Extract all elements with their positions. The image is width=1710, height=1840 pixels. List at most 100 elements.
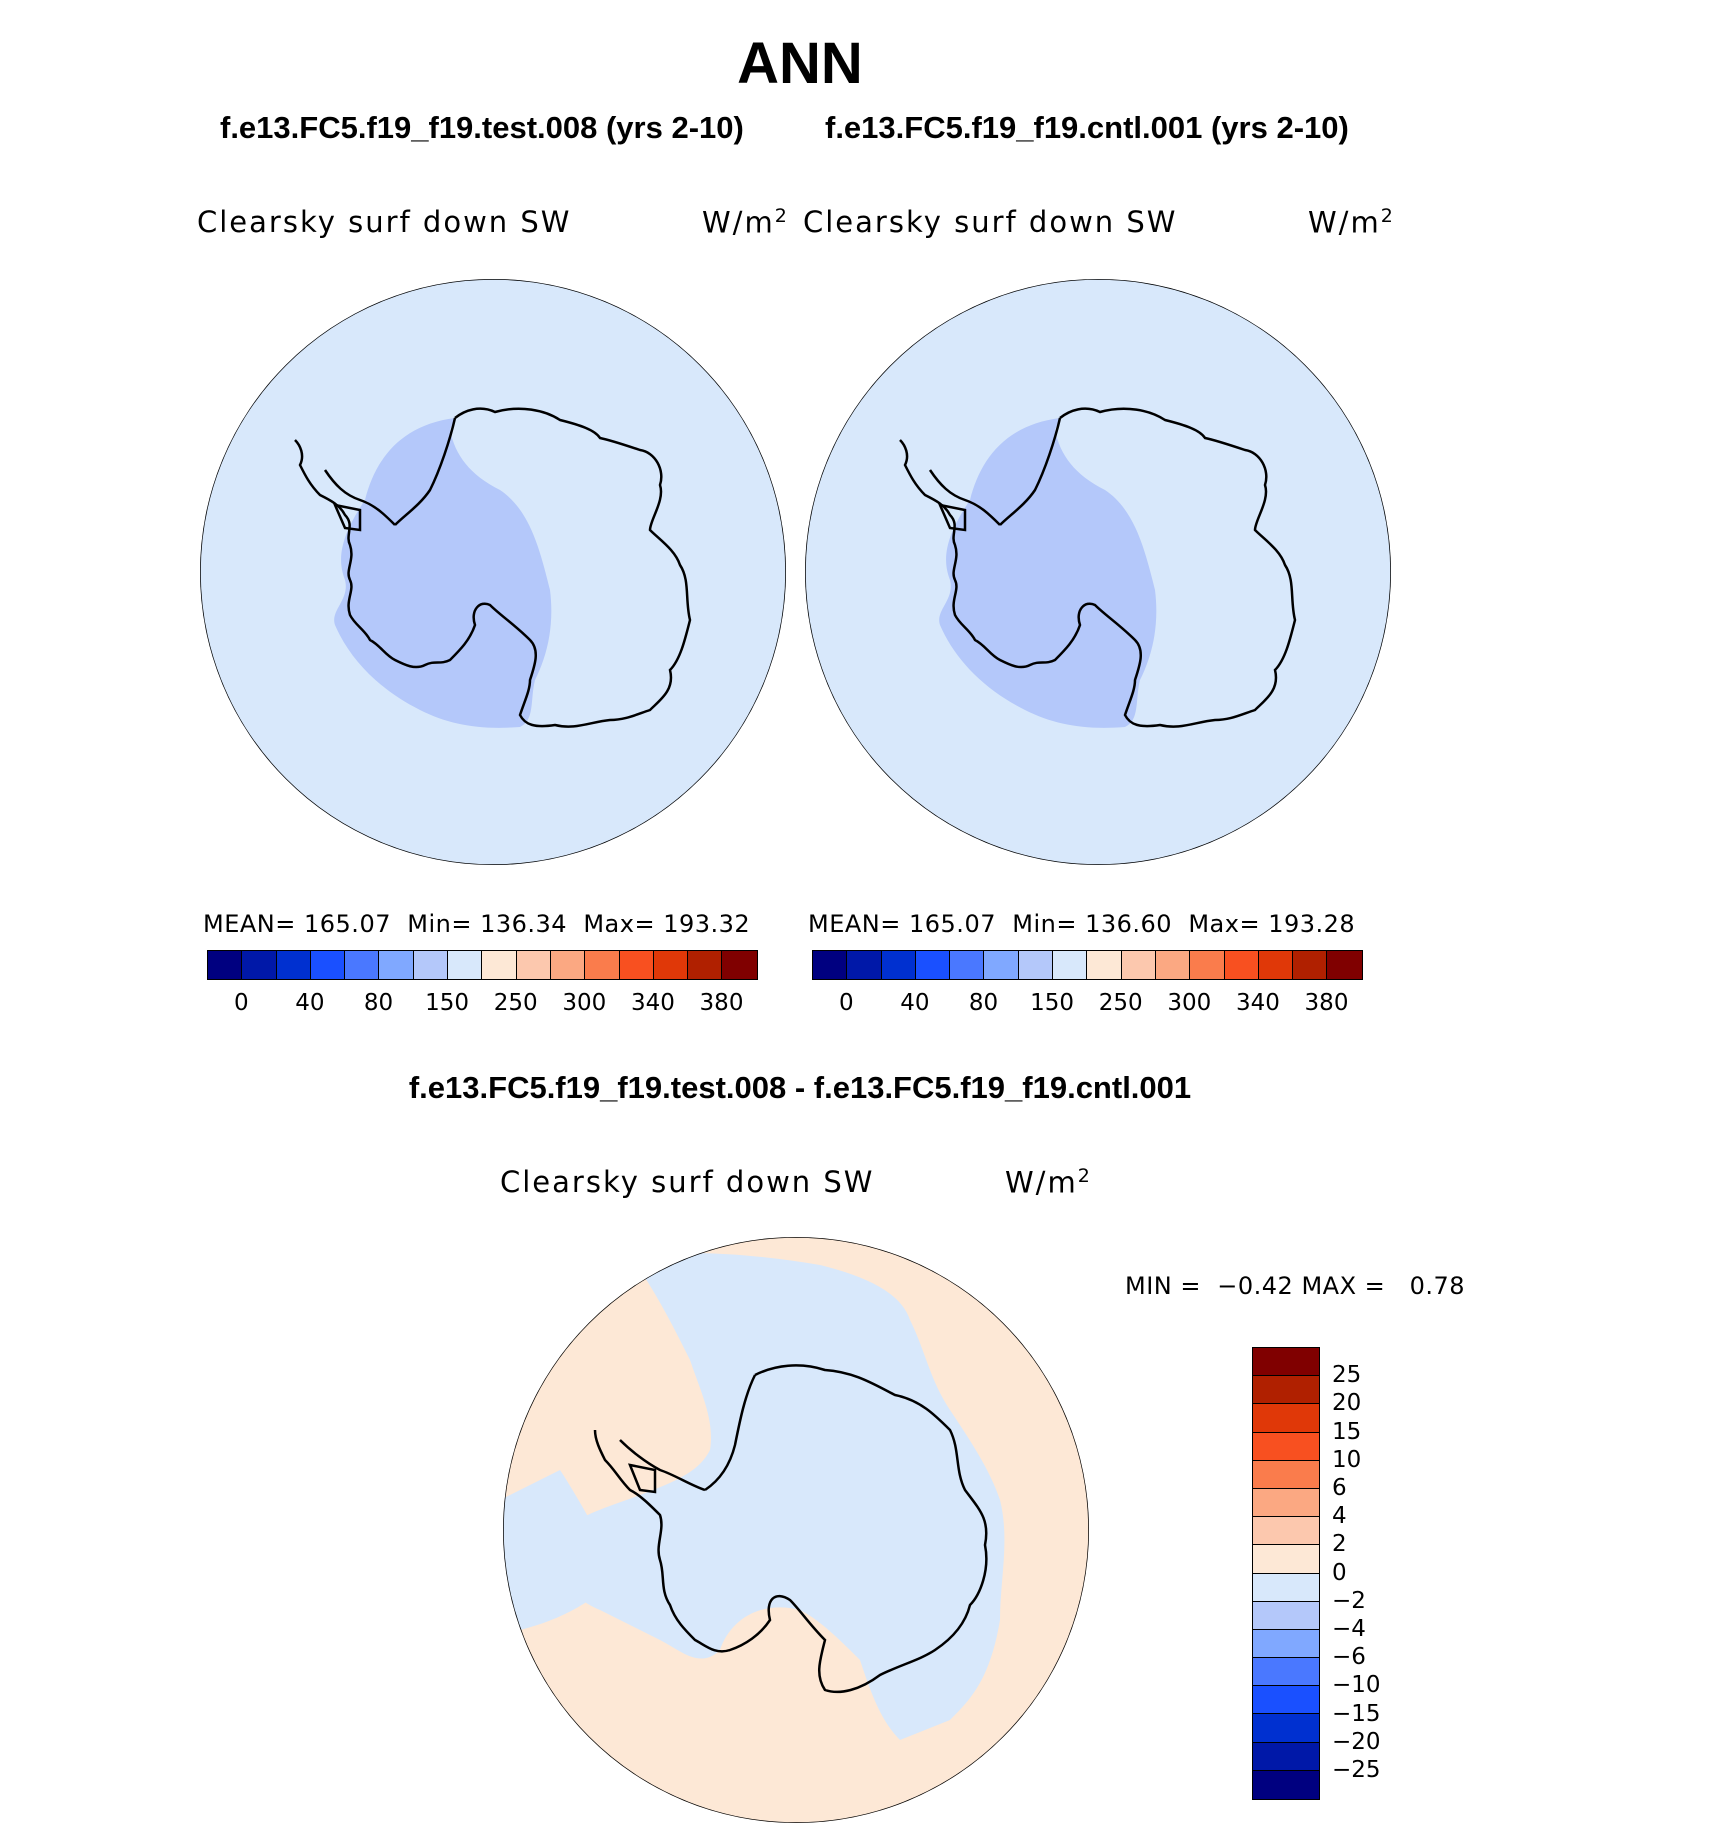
panel2-antarctica-coastline: [899, 407, 1297, 728]
diff-colorbar-swatch: [1253, 1742, 1319, 1771]
panel2-colorbar-swatch: [1293, 951, 1328, 979]
panel2-stats: MEAN= 165.07 Min= 136.60 Max= 193.28: [808, 910, 1356, 938]
panel1-colorbar-swatch: [276, 951, 311, 979]
panel2-colorbar-swatch: [1224, 951, 1259, 979]
panel1-west-antarctica-region: [334, 418, 552, 728]
diff-peninsula-coastline: [619, 1439, 706, 1494]
panel1-colorbar-swatch: [619, 951, 654, 979]
diff-colorbar-swatch: [1253, 1348, 1319, 1377]
panel1-colorbar-swatch: [448, 951, 483, 979]
diff-colorbar-swatch: [1253, 1404, 1319, 1433]
panel2-colorbar-swatch: [1121, 951, 1156, 979]
panel1-colorbar-swatch: [310, 951, 346, 979]
diff-colorbar-tick-label: 0: [1332, 1559, 1347, 1586]
panel2-variable-label: Clearsky surf down SW: [803, 205, 1178, 239]
diff-units-label: W/m2: [1005, 1165, 1092, 1200]
panel1-colorbar-tick-label: 0: [233, 990, 249, 1016]
diff-colorbar-swatch: [1253, 1488, 1319, 1518]
diff-colorbar-tick-label: −25: [1332, 1757, 1381, 1783]
panel1-colorbar-tick-label: 80: [363, 990, 394, 1016]
panel1-colorbar-swatch: [516, 951, 551, 979]
diff-negative-region-west: [503, 1470, 620, 1630]
diff-colorbar-swatch: [1253, 1573, 1319, 1602]
panel1-colorbar-labels: 0 40 80 150 250 300 340 380: [207, 990, 767, 1020]
panel1-colorbar-tick-label: 150: [425, 990, 470, 1016]
panel1-colorbar-swatch: [585, 951, 620, 979]
panel1-colorbar-tick-label: 340: [630, 990, 675, 1016]
panel2-colorbar-tick-label: 150: [1030, 990, 1075, 1016]
panel1-colorbar-tick-label: 380: [699, 990, 744, 1016]
panel2-west-antarctica-region: [939, 418, 1157, 728]
panel2-colorbar-tick-label: 340: [1235, 990, 1280, 1016]
diff-colorbar-tick-label: 2: [1332, 1531, 1347, 1558]
panel2-colorbar: [812, 950, 1363, 980]
panel1-map: [200, 279, 786, 865]
panel2-colorbar-swatch: [1053, 951, 1088, 979]
panel2-map: [805, 279, 1391, 865]
panel2-colorbar-swatch: [984, 951, 1019, 979]
diff-colorbar-swatch: [1253, 1686, 1319, 1715]
panel2-peninsula-coastline: [928, 469, 1001, 532]
diff-colorbar-swatch: [1253, 1545, 1319, 1574]
diff-colorbar: [1252, 1347, 1320, 1800]
diff-colorbar-tick-label: −15: [1332, 1700, 1381, 1727]
diff-colorbar-tick-label: −4: [1332, 1616, 1366, 1642]
panel1-antarctica-coastline: [294, 407, 692, 728]
season-title: ANN: [737, 31, 863, 96]
panel1-stats: MEAN= 165.07 Min= 136.34 Max= 193.32: [203, 910, 751, 938]
panel1-variable-label: Clearsky surf down SW: [197, 205, 572, 239]
diff-colorbar-swatch: [1253, 1770, 1319, 1799]
control-case-title: f.e13.FC5.f19_f19.cntl.001 (yrs 2-10): [825, 110, 1349, 145]
panel2-colorbar-swatch: [1155, 951, 1191, 979]
panel2-colorbar-swatch: [1258, 951, 1294, 979]
diff-colorbar-swatch: [1253, 1432, 1319, 1461]
diff-negative-region-east: [550, 1253, 1005, 1740]
difference-title: f.e13.FC5.f19_f19.test.008 - f.e13.FC5.f…: [408, 1070, 1192, 1105]
panel1-colorbar: [207, 950, 758, 980]
panel1-colorbar-swatch: [653, 951, 689, 979]
panel2-colorbar-swatch: [915, 951, 951, 979]
test-case-title: f.e13.FC5.f19_f19.test.008 (yrs 2-10): [220, 110, 744, 145]
panel1-colorbar-swatch: [413, 951, 449, 979]
panel2-colorbar-swatch: [847, 951, 882, 979]
panel1-colorbar-swatch: [208, 951, 243, 979]
panel2-colorbar-tick-label: 380: [1304, 990, 1349, 1016]
panel1-units-label: W/m2: [702, 205, 789, 240]
diff-colorbar-labels: 25 20 15 10 6 4 2 0 −2 −4 −6 −10 −15 −20 −25: [1332, 1347, 1412, 1801]
panel1-colorbar-tick-label: 300: [562, 990, 607, 1016]
panel2-colorbar-labels: 0 40 80 150 250 300 340 380: [812, 990, 1372, 1020]
diff-colorbar-swatch: [1253, 1601, 1319, 1630]
panel1-colorbar-swatch: [550, 951, 586, 979]
panel2-units-label: W/m2: [1308, 205, 1395, 240]
panel2-colorbar-tick-label: 80: [968, 990, 999, 1016]
panel2-colorbar-swatch: [881, 951, 916, 979]
panel1-peninsula-coastline: [323, 469, 396, 532]
diff-map: [503, 1237, 1089, 1823]
diff-colorbar-tick-label: 10: [1332, 1446, 1362, 1473]
diff-variable-label: Clearsky surf down SW: [500, 1165, 875, 1199]
panel2-colorbar-swatch: [1018, 951, 1054, 979]
diff-colorbar-tick-label: 6: [1332, 1475, 1347, 1501]
panel1-colorbar-swatch: [345, 951, 380, 979]
panel1-colorbar-swatch: [722, 951, 757, 979]
panel2-colorbar-swatch: [1087, 951, 1122, 979]
panel1-colorbar-tick-label: 250: [493, 990, 538, 1016]
panel1-colorbar-tick-label: 40: [295, 990, 325, 1016]
panel2-colorbar-tick-label: 300: [1167, 990, 1212, 1016]
panel1-colorbar-swatch: [242, 951, 277, 979]
diff-colorbar-tick-label: 25: [1332, 1362, 1362, 1389]
diff-colorbar-tick-label: 15: [1332, 1418, 1362, 1445]
diff-colorbar-tick-label: −6: [1332, 1644, 1366, 1671]
diff-colorbar-swatch: [1253, 1629, 1319, 1659]
diff-min-max: MIN = −0.42 MAX = 0.78: [1125, 1272, 1466, 1300]
panel1-colorbar-swatch: [482, 951, 517, 979]
diff-colorbar-tick-label: −2: [1332, 1587, 1366, 1614]
diff-colorbar-tick-label: −10: [1332, 1672, 1381, 1699]
panel2-colorbar-swatch: [1190, 951, 1225, 979]
diff-colorbar-swatch: [1253, 1460, 1319, 1489]
diff-colorbar-swatch: [1253, 1714, 1319, 1743]
panel2-colorbar-swatch: [1327, 951, 1362, 979]
diff-antarctica-coastline: [593, 1364, 988, 1694]
panel2-colorbar-swatch: [813, 951, 848, 979]
